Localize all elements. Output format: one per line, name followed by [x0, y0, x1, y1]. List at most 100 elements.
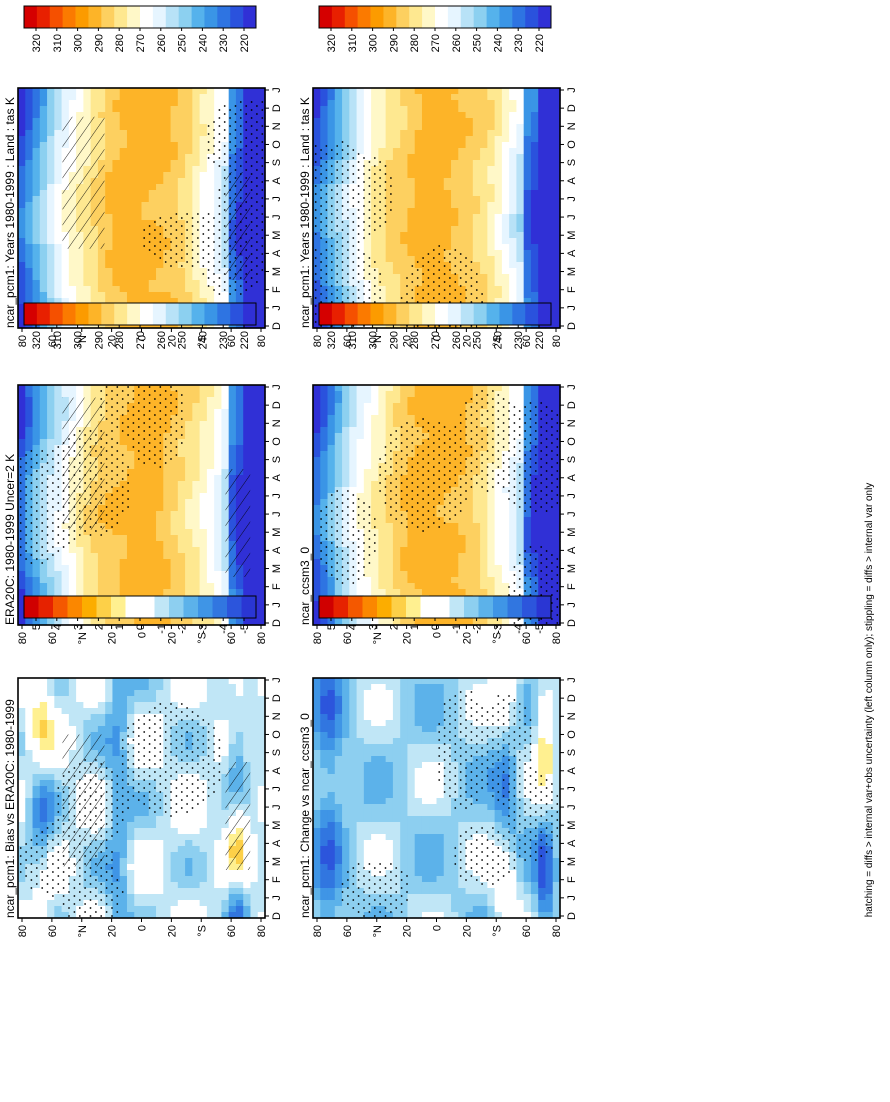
heatmap-cell: [170, 882, 179, 889]
heatmap-cell: [170, 124, 179, 131]
heatmap-cell: [32, 232, 41, 239]
heatmap-cell: [112, 690, 121, 697]
heatmap-cell: [250, 136, 259, 143]
heatmap-cell: [47, 88, 55, 95]
heatmap-cell: [185, 816, 193, 823]
heatmap-cell: [32, 870, 41, 877]
heatmap-cell: [47, 810, 55, 817]
heatmap-cell: [148, 840, 157, 847]
heatmap-cell: [134, 298, 143, 305]
heatmap-cell: [163, 798, 172, 805]
stipple-dot: [207, 125, 210, 127]
stipple-dot: [143, 430, 146, 432]
heatmap-cell: [214, 882, 223, 889]
heatmap-cell: [177, 798, 186, 805]
heatmap-cell: [185, 840, 193, 847]
stipple-dot: [154, 221, 156, 223]
heatmap-cell: [141, 678, 150, 685]
heatmap-cell: [105, 571, 114, 578]
heatmap-cell: [68, 94, 77, 101]
stipple-dot: [132, 446, 135, 448]
heatmap-cell: [199, 828, 208, 835]
heatmap-cell: [105, 684, 114, 691]
heatmap-cell: [192, 118, 201, 125]
heatmap-cell: [257, 244, 266, 251]
stipple-dot: [41, 562, 44, 564]
heatmap-cell: [250, 172, 259, 179]
heatmap-cell: [185, 409, 193, 416]
stipple-dot: [116, 458, 119, 460]
heatmap-cell: [126, 463, 135, 470]
heatmap-cell: [185, 541, 193, 548]
heatmap-cell: [119, 433, 128, 440]
heatmap-cell: [32, 124, 41, 131]
heatmap-cell: [221, 619, 230, 626]
heatmap-cell: [39, 493, 48, 500]
stipple-dot: [175, 438, 178, 440]
heatmap-cell: [83, 684, 92, 691]
heatmap-cell: [97, 678, 106, 685]
heatmap-cell: [235, 94, 244, 101]
stipple-dot: [127, 490, 129, 492]
heatmap-cell: [39, 433, 48, 440]
lat-tick-label: 20: [107, 335, 119, 347]
heatmap-cell: [257, 559, 266, 566]
heatmap-cell: [105, 208, 114, 215]
heatmap-cell: [250, 720, 259, 727]
heatmap-cell: [170, 720, 179, 727]
heatmap-cell: [18, 130, 26, 137]
heatmap-cell: [235, 678, 244, 685]
heatmap-cell: [243, 577, 252, 584]
heatmap-cell: [68, 298, 77, 305]
heatmap-cell: [221, 870, 230, 877]
heatmap-cell: [250, 894, 259, 901]
stipple-dot: [261, 157, 264, 159]
heatmap-cell: [214, 900, 223, 907]
heatmap-cell: [97, 882, 106, 889]
heatmap-cell: [214, 292, 223, 299]
stipple-dot: [197, 221, 199, 223]
heatmap-cell: [76, 583, 84, 590]
stipple-dot: [30, 538, 33, 540]
heatmap-cell: [206, 894, 215, 901]
heatmap-cell: [257, 601, 266, 608]
heatmap-cell: [177, 154, 186, 161]
heatmap-cell: [250, 232, 259, 239]
heatmap-cell: [97, 256, 106, 263]
heatmap-cell: [185, 415, 193, 422]
stipple-dot: [180, 442, 183, 444]
heatmap-cell: [214, 433, 223, 440]
heatmap-cell: [18, 403, 26, 410]
stipple-dot: [170, 434, 172, 436]
heatmap-cell: [221, 190, 230, 197]
heatmap-cell: [170, 463, 179, 470]
stipple-dot: [105, 458, 108, 460]
heatmap-cell: [47, 130, 55, 137]
heatmap-cell: [68, 553, 77, 560]
heatmap-cell: [126, 190, 135, 197]
heatmap-cell: [214, 571, 223, 578]
heatmap-cell: [221, 256, 230, 263]
heatmap-cell: [47, 469, 55, 476]
heatmap-cell: [170, 433, 179, 440]
heatmap-cell: [112, 469, 121, 476]
heatmap-cell: [126, 756, 135, 763]
heatmap-cell: [206, 214, 215, 221]
heatmap-cell: [199, 421, 208, 428]
stipple-dot: [52, 498, 54, 500]
stipple-dot: [52, 522, 54, 524]
heatmap-cell: [148, 828, 157, 835]
stipple-dot: [127, 386, 129, 388]
heatmap-cell: [97, 106, 106, 113]
heatmap-cell: [199, 720, 208, 727]
heatmap-cell: [170, 822, 179, 829]
heatmap-cell: [214, 190, 223, 197]
heatmap-cell: [170, 130, 179, 137]
stipple-dot: [197, 213, 199, 215]
heatmap-cell: [235, 690, 244, 697]
heatmap-cell: [39, 166, 48, 173]
month-tick-label: A: [271, 176, 283, 184]
heatmap-cell: [18, 493, 26, 500]
stipple-dot: [175, 422, 178, 424]
stipple-dot: [186, 245, 189, 247]
